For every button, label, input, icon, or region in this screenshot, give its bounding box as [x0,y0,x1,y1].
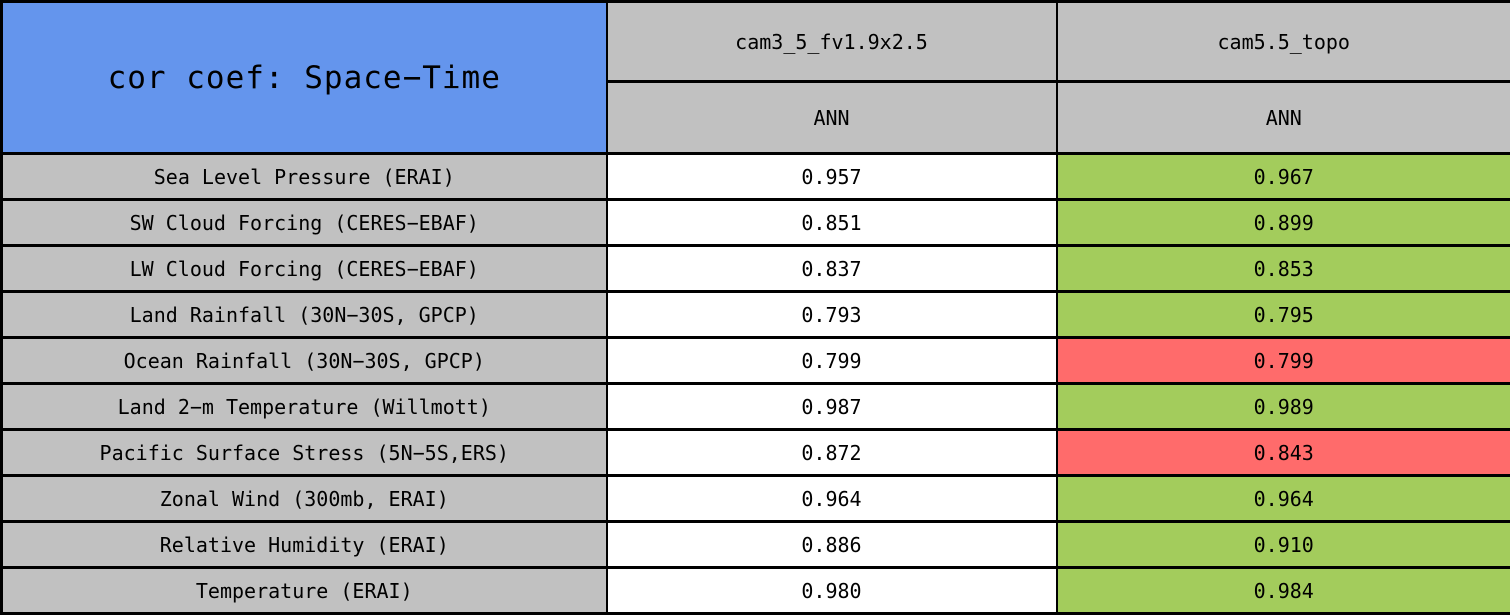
header-row-models: cor coef: Space−Time cam3_5_fv1.9x2.5 ca… [2,2,1510,82]
value-cell: 0.795 [1057,292,1510,338]
value-cell: 0.984 [1057,568,1510,614]
row-label: Ocean Rainfall (30N−30S, GPCP) [2,338,607,384]
value-cell: 0.843 [1057,430,1510,476]
row-label: Pacific Surface Stress (5N−5S,ERS) [2,430,607,476]
column-subheader-season-2: ANN [1057,82,1510,154]
row-label: Relative Humidity (ERAI) [2,522,607,568]
value-cell: 0.851 [607,200,1057,246]
table-title: cor coef: Space−Time [2,2,607,154]
row-label: SW Cloud Forcing (CERES−EBAF) [2,200,607,246]
value-cell: 0.957 [607,154,1057,200]
value-cell: 0.964 [607,476,1057,522]
value-cell: 0.799 [1057,338,1510,384]
value-cell: 0.837 [607,246,1057,292]
value-cell: 0.910 [1057,522,1510,568]
row-label: Land 2−m Temperature (Willmott) [2,384,607,430]
value-cell: 0.886 [607,522,1057,568]
value-cell: 0.853 [1057,246,1510,292]
column-subheader-season-1: ANN [607,82,1057,154]
column-header-model-2: cam5.5_topo [1057,2,1510,82]
value-cell: 0.964 [1057,476,1510,522]
row-label: Temperature (ERAI) [2,568,607,614]
value-cell: 0.989 [1057,384,1510,430]
value-cell: 0.967 [1057,154,1510,200]
value-cell: 0.793 [607,292,1057,338]
row-label: LW Cloud Forcing (CERES−EBAF) [2,246,607,292]
column-header-model-1: cam3_5_fv1.9x2.5 [607,2,1057,82]
row-label: Zonal Wind (300mb, ERAI) [2,476,607,522]
value-cell: 0.899 [1057,200,1510,246]
row-label: Land Rainfall (30N−30S, GPCP) [2,292,607,338]
value-cell: 0.987 [607,384,1057,430]
row-label: Sea Level Pressure (ERAI) [2,154,607,200]
value-cell: 0.799 [607,338,1057,384]
value-cell: 0.980 [607,568,1057,614]
value-cell: 0.872 [607,430,1057,476]
